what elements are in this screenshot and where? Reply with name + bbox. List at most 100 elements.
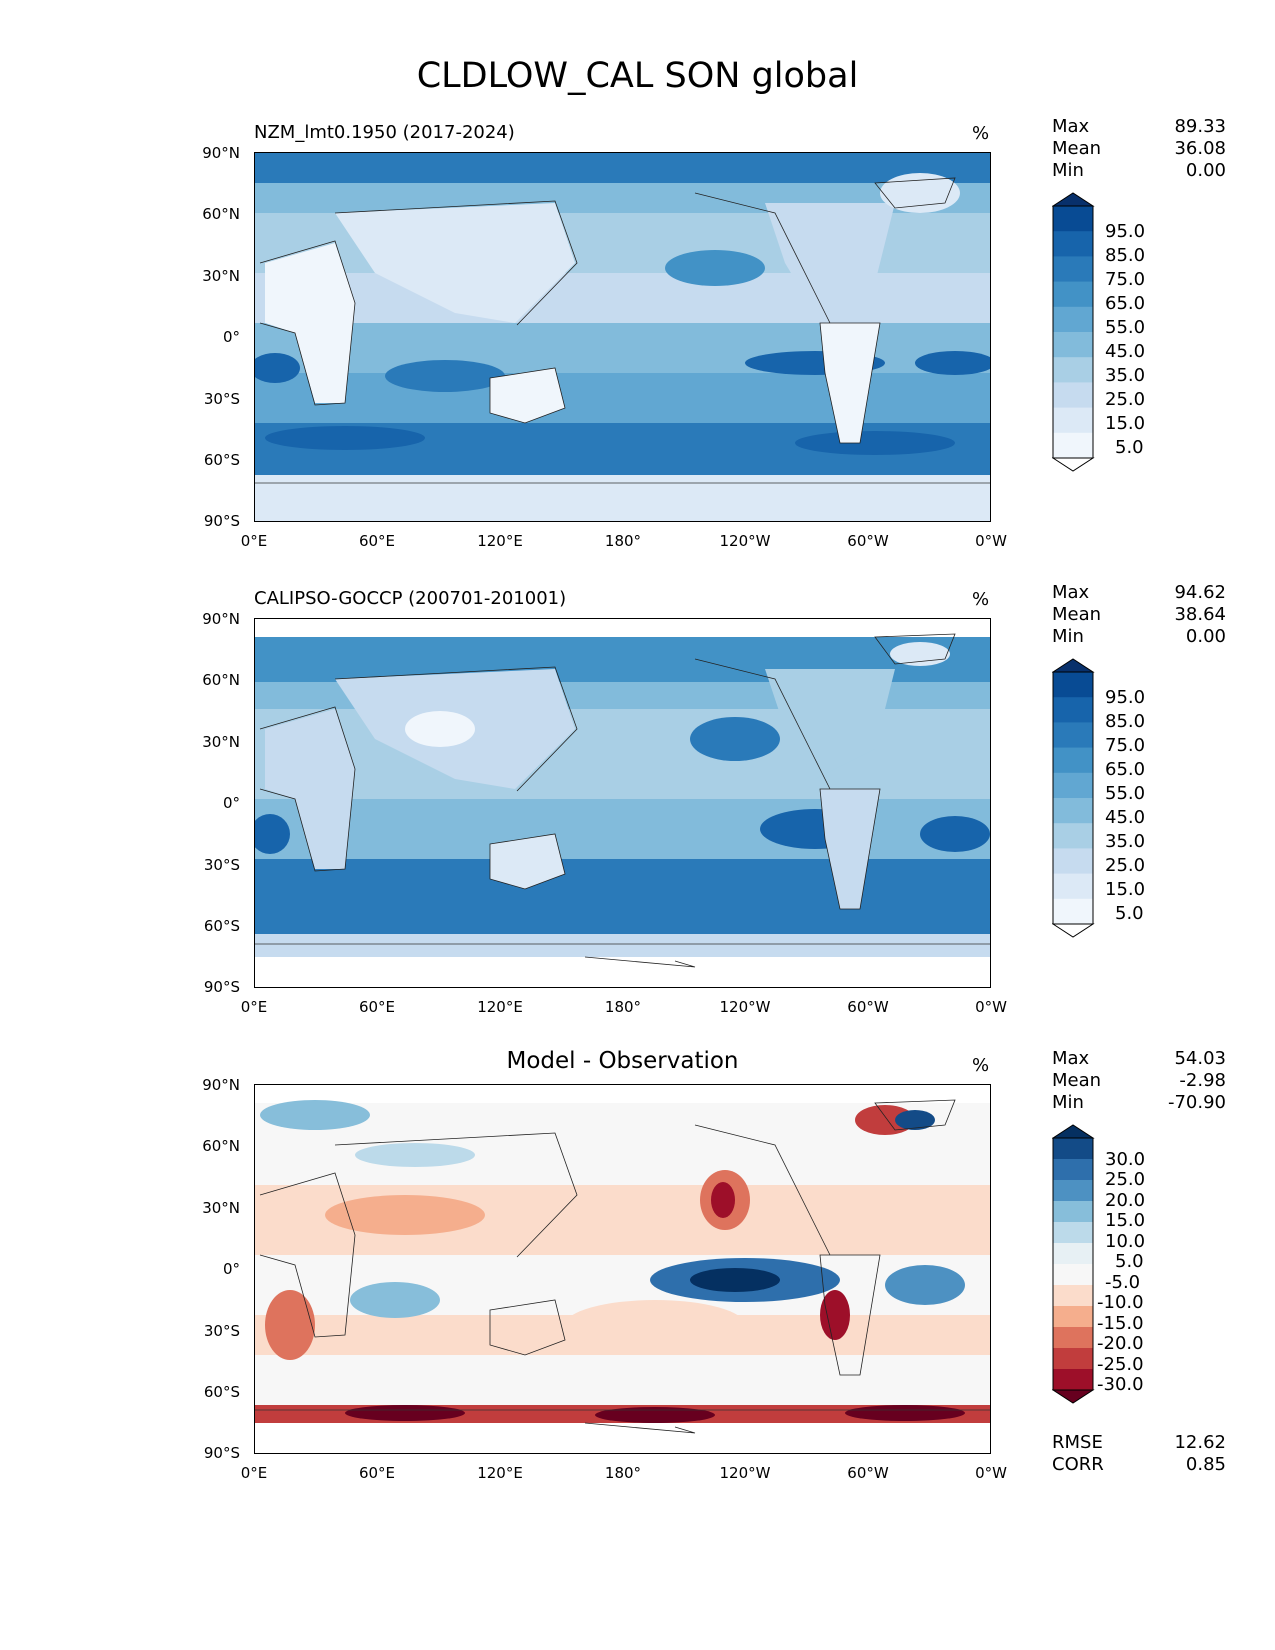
xtick: 180° <box>604 998 642 1016</box>
colorbar-label: -20.0 <box>1097 1333 1144 1354</box>
xtick: 0°E <box>240 532 268 550</box>
colorbar-extend-top <box>1052 658 1095 673</box>
ytick: 90°S <box>203 512 240 530</box>
ytick: 0° <box>222 328 240 346</box>
xtick: 180° <box>604 1464 642 1482</box>
colorbar-extend-top <box>1052 192 1095 207</box>
stat-max-label: Max <box>1052 582 1090 603</box>
xtick: 120°W <box>719 532 771 550</box>
stat-max-label: Max <box>1052 116 1090 137</box>
colorbar-segment <box>1053 1264 1093 1286</box>
colorbar-segment <box>1053 1285 1093 1307</box>
colorbar-segment <box>1053 281 1093 308</box>
colorbar-segment <box>1053 1348 1093 1370</box>
xtick: 120°W <box>719 998 771 1016</box>
colorbar-segment <box>1053 672 1093 698</box>
colorbar-label: 15.0 <box>1105 413 1146 434</box>
colorbar-label: 55.0 <box>1105 317 1146 338</box>
colorbar-label: 85.0 <box>1105 711 1146 732</box>
colorbar-segment <box>1053 1201 1093 1223</box>
xtick: 0°E <box>240 1464 268 1482</box>
stat-min-value: -70.90 <box>1167 1092 1226 1113</box>
panel3-unit: % <box>972 1055 990 1076</box>
colorbar-segment <box>1053 256 1093 283</box>
stat-min-value: 0.00 <box>1185 160 1226 181</box>
stat-max-value: 54.03 <box>1174 1048 1226 1069</box>
colorbar-segment <box>1053 407 1093 434</box>
colorbar-label: -5.0 <box>1105 1272 1141 1293</box>
ytick: 60°S <box>203 1383 240 1401</box>
ytick: 30°S <box>203 1322 240 1340</box>
colorbar-segment <box>1053 1138 1093 1160</box>
ytick: 0° <box>222 1260 240 1278</box>
corr-value: 0.85 <box>1185 1454 1226 1475</box>
colorbar-segment <box>1053 772 1093 799</box>
ytick: 30°N <box>202 267 240 285</box>
colorbar-label: 85.0 <box>1105 245 1146 266</box>
xtick: 0°W <box>975 532 1007 550</box>
stat-mean-value: 36.08 <box>1174 138 1226 159</box>
ytick: 30°N <box>202 1199 240 1217</box>
colorbar-outline <box>1052 1137 1094 1391</box>
colorbar-label: -15.0 <box>1097 1313 1144 1334</box>
panel2-map-image <box>255 619 990 987</box>
panel3-title: Model - Observation <box>506 1048 739 1074</box>
colorbar-label: 95.0 <box>1105 221 1146 242</box>
xtick: 0°W <box>975 1464 1007 1482</box>
colorbar-label: 45.0 <box>1105 341 1146 362</box>
panel1-map <box>254 152 991 522</box>
colorbar-segment <box>1053 1369 1093 1391</box>
colorbar-segment <box>1053 1159 1093 1181</box>
xtick: 120°E <box>477 1464 523 1482</box>
stat-min-value: 0.00 <box>1185 626 1226 647</box>
panel1-colorbar <box>1052 192 1098 488</box>
rmse-value: 12.62 <box>1174 1432 1226 1453</box>
panel1-title: NZM_lmt0.1950 (2017-2024) <box>254 122 515 143</box>
panel2-colorbar <box>1052 658 1098 954</box>
colorbar-extend-bottom <box>1052 923 1095 938</box>
colorbar-segment <box>1053 1222 1093 1244</box>
colorbar-segment <box>1053 898 1093 925</box>
colorbar-label: 15.0 <box>1105 879 1146 900</box>
panel1-colorbar-image <box>1052 192 1095 472</box>
colorbar-segment <box>1053 697 1093 723</box>
ytick: 30°S <box>203 390 240 408</box>
ytick: 60°S <box>203 917 240 935</box>
ytick: 90°N <box>202 144 240 162</box>
xtick: 0°E <box>240 998 268 1016</box>
colorbar-segment <box>1053 1180 1093 1202</box>
ytick: 90°N <box>202 610 240 628</box>
ytick: 30°N <box>202 733 240 751</box>
colorbar-extend-bottom <box>1052 457 1095 472</box>
colorbar-outline <box>1052 205 1094 459</box>
ytick: 90°N <box>202 1076 240 1094</box>
xtick: 60°E <box>358 998 396 1016</box>
stat-max-value: 89.33 <box>1174 116 1226 137</box>
colorbar-segment <box>1053 1327 1093 1349</box>
colorbar-label: 25.0 <box>1105 855 1146 876</box>
colorbar-label: 75.0 <box>1105 735 1146 756</box>
colorbar-segment <box>1053 306 1093 333</box>
colorbar-segment <box>1053 206 1093 232</box>
colorbar-label: 35.0 <box>1105 365 1146 386</box>
xtick: 180° <box>604 532 642 550</box>
colorbar-label: 45.0 <box>1105 807 1146 828</box>
colorbar-outline <box>1052 671 1094 925</box>
colorbar-label: 20.0 <box>1105 1190 1146 1211</box>
xtick: 120°W <box>719 1464 771 1482</box>
colorbar-label: 5.0 <box>1115 1251 1144 1272</box>
ytick: 60°N <box>202 671 240 689</box>
panel2-title: CALIPSO-GOCCP (200701-201001) <box>254 588 567 609</box>
ytick: 0° <box>222 794 240 812</box>
colorbar-segment <box>1053 231 1093 257</box>
colorbar-label: 75.0 <box>1105 269 1146 290</box>
colorbar-segment <box>1053 382 1093 409</box>
colorbar-extend-top <box>1052 1124 1095 1139</box>
stat-mean-label: Mean <box>1052 604 1102 625</box>
xtick: 60°W <box>847 998 889 1016</box>
ytick: 90°S <box>203 978 240 996</box>
stat-min-label: Min <box>1052 160 1084 181</box>
xtick: 0°W <box>975 998 1007 1016</box>
panel3-colorbar-image <box>1052 1124 1095 1404</box>
xtick: 120°E <box>477 532 523 550</box>
